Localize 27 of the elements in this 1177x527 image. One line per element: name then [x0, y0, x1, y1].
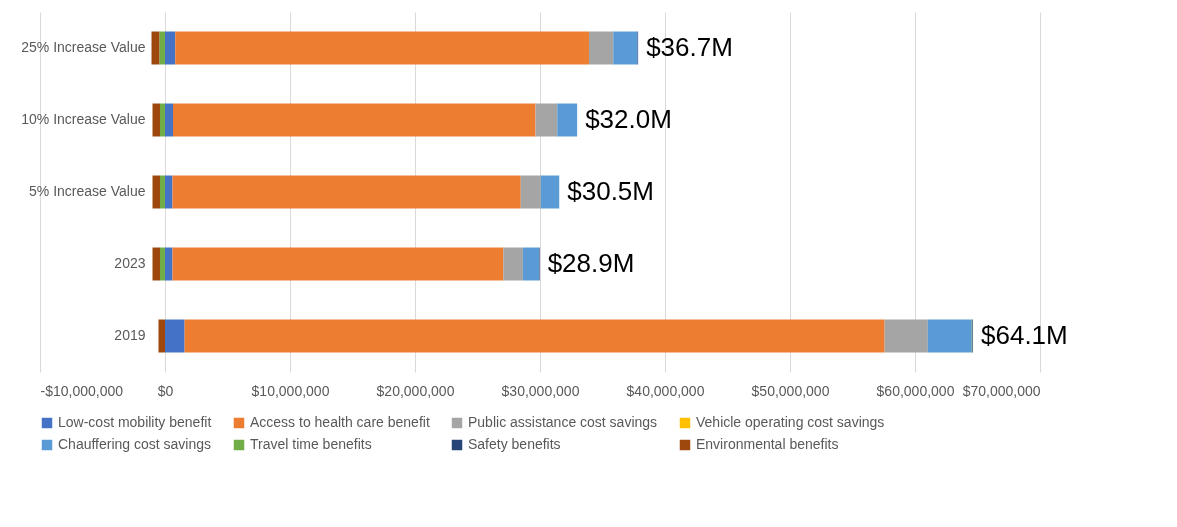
legend-label: Environmental benefits: [696, 436, 839, 452]
x-tick-label: $60,000,000: [876, 382, 955, 399]
y-tick-label: 10% Increase Value: [21, 111, 146, 127]
y-tick-label: 2019: [114, 327, 146, 343]
legend-label: Chauffering cost savings: [58, 436, 212, 452]
total-label: $30.5M: [567, 176, 654, 206]
x-tick-label: $20,000,000: [376, 382, 455, 399]
x-tick-label: $30,000,000: [501, 382, 580, 399]
total-label: $28.9M: [547, 248, 635, 278]
legend-label: Safety benefits: [468, 436, 561, 452]
legend-label: Travel time benefits: [250, 436, 372, 452]
x-tick-label: $50,000,000: [751, 382, 830, 399]
y-tick-label: 2023: [114, 255, 146, 271]
legend-label: Access to health care benefit: [250, 414, 430, 430]
legend-label: Vehicle operating cost savings: [696, 414, 885, 430]
y-tick-label: 5% Increase Value: [29, 183, 146, 199]
x-tick-label: $10,000,000: [251, 382, 330, 399]
x-tick-label: $40,000,000: [626, 382, 705, 399]
x-tick-label: $0: [157, 382, 174, 399]
y-tick-label: 25% Increase Value: [21, 39, 146, 55]
legend-label: Public assistance cost savings: [468, 414, 658, 430]
total-label: $36.7M: [646, 32, 733, 62]
x-tick-label: -$10,000,000: [40, 382, 124, 399]
x-tick-label: $70,000,000: [962, 382, 1041, 399]
legend-label: Low-cost mobility benefit: [58, 414, 212, 430]
total-label: $64.1M: [981, 320, 1068, 350]
total-label: $32.0M: [585, 104, 672, 134]
